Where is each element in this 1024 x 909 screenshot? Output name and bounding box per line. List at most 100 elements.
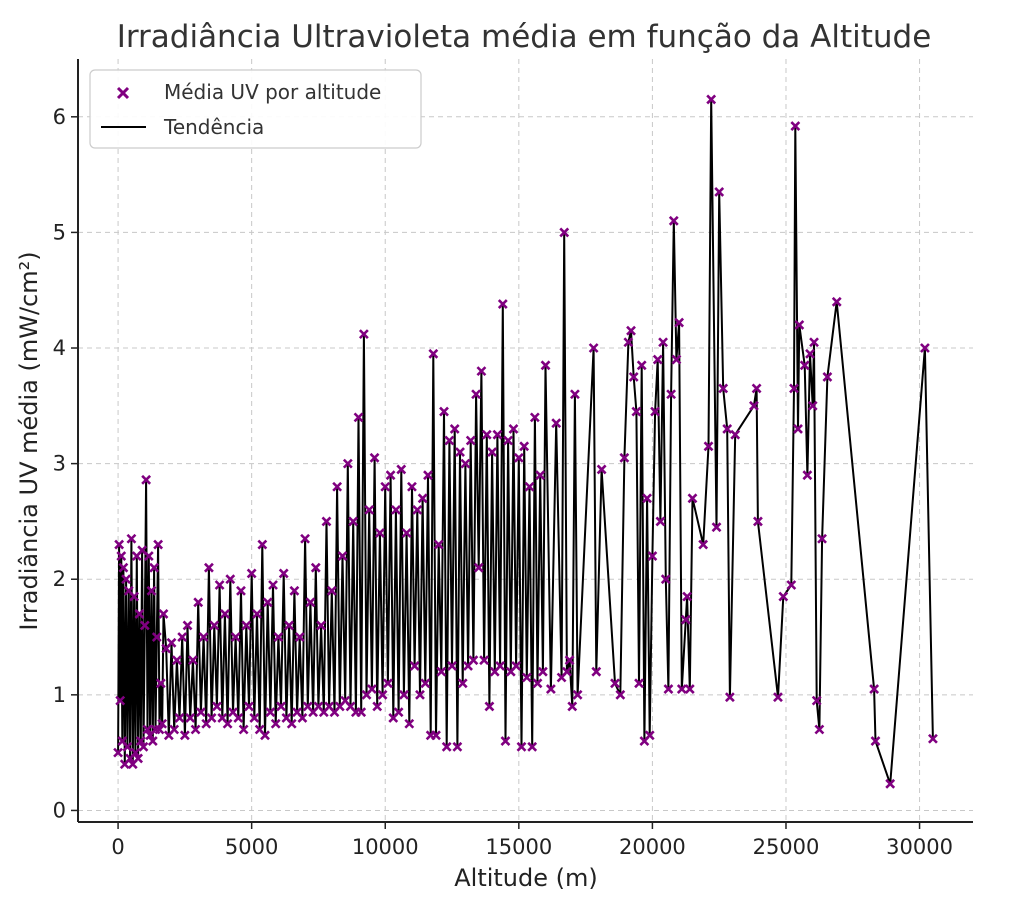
data-point-stroke <box>822 371 833 382</box>
data-point-stroke <box>345 701 356 712</box>
data-point <box>246 568 257 579</box>
data-point <box>182 620 193 631</box>
data-point-stroke <box>158 608 169 619</box>
data-point-stroke <box>217 713 228 723</box>
x-axis-label: Altitude (m) <box>454 864 598 892</box>
data-point <box>749 400 759 411</box>
data-point-stroke <box>919 343 930 353</box>
data-point <box>778 591 789 602</box>
data-point <box>133 753 144 764</box>
data-point-stroke <box>409 661 420 671</box>
data-point <box>822 371 833 382</box>
data-point-stroke <box>817 533 827 544</box>
data-point <box>870 736 881 746</box>
data-point <box>129 591 140 602</box>
data-point <box>753 516 763 527</box>
data-point <box>332 481 343 492</box>
data-point <box>570 389 580 400</box>
data-point-stroke <box>479 655 490 666</box>
data-point-stroke <box>146 585 157 596</box>
data-point <box>154 724 165 735</box>
data-point-stroke <box>174 713 185 723</box>
data-point-stroke <box>222 718 233 729</box>
data-point <box>151 632 162 642</box>
data-point <box>751 383 762 394</box>
data-point-stroke <box>169 724 180 735</box>
data-point <box>412 504 423 515</box>
data-point-stroke <box>885 778 896 789</box>
data-point-stroke <box>310 562 321 573</box>
data-point <box>115 695 126 706</box>
chart-title: Irradiância Ultravioleta média em função… <box>117 19 932 55</box>
data-point-stroke <box>476 366 487 377</box>
data-point <box>177 632 188 642</box>
data-point <box>316 620 327 631</box>
legend: Média UV por altitude Tendência <box>89 69 422 149</box>
data-point-stroke <box>294 632 305 642</box>
data-point <box>284 620 294 631</box>
data-point-stroke <box>121 574 132 585</box>
data-point-stroke <box>540 360 551 371</box>
data-point <box>257 539 268 550</box>
data-point-stroke <box>753 516 763 527</box>
data-point <box>122 741 133 752</box>
data-point-stroke <box>722 424 733 434</box>
data-point-stroke <box>177 632 188 642</box>
data-point-stroke <box>313 701 324 712</box>
data-point-stroke <box>444 435 455 446</box>
data-point-stroke <box>142 724 153 735</box>
data-point <box>369 452 380 463</box>
data-point-stroke <box>636 360 647 371</box>
x-tick-label: 10000 <box>352 835 419 859</box>
data-point-stroke <box>465 435 476 446</box>
data-point <box>141 474 152 485</box>
data-point-stroke <box>561 666 572 677</box>
data-point-stroke <box>236 585 246 596</box>
data-point-stroke <box>503 435 514 446</box>
data-point-stroke <box>286 718 297 729</box>
data-point <box>484 701 495 712</box>
data-point-stroke <box>155 678 166 689</box>
data-point-stroke <box>537 666 548 677</box>
data-point-stroke <box>668 215 679 226</box>
data-point-stroke <box>687 493 698 504</box>
data-point <box>452 741 463 752</box>
data-point <box>817 533 827 544</box>
data-point-stroke <box>789 383 799 394</box>
data-point <box>116 551 127 562</box>
data-point <box>516 741 527 752</box>
data-point <box>711 522 722 533</box>
data-point-stroke <box>302 701 313 712</box>
data-point <box>265 707 276 718</box>
data-point <box>121 574 132 585</box>
data-point <box>185 713 196 723</box>
data-point <box>374 528 385 538</box>
data-point <box>297 713 308 723</box>
data-point <box>449 424 460 434</box>
data-point <box>135 736 146 746</box>
data-point <box>439 406 449 417</box>
data-point <box>391 504 401 515</box>
axes <box>71 59 973 829</box>
data-point <box>626 325 636 336</box>
data-point-stroke <box>790 121 801 131</box>
data-point-stroke <box>644 730 655 741</box>
data-point <box>209 620 220 631</box>
y-tick-label: 4 <box>53 336 66 360</box>
data-point-stroke <box>615 689 626 700</box>
x-tick-label: 0 <box>111 835 124 859</box>
data-point <box>524 481 535 492</box>
y-tick-label: 0 <box>53 798 66 822</box>
data-point <box>698 539 709 550</box>
data-point-stroke <box>500 736 511 746</box>
data-point <box>468 655 479 666</box>
data-point <box>722 424 733 434</box>
data-point-stroke <box>572 689 583 700</box>
data-point-stroke <box>660 574 671 585</box>
data-point <box>519 441 530 452</box>
grid <box>78 59 973 822</box>
data-point-stroke <box>321 516 332 527</box>
data-point-stroke <box>417 493 428 504</box>
data-point <box>619 452 630 463</box>
data-point-stroke <box>206 713 217 723</box>
